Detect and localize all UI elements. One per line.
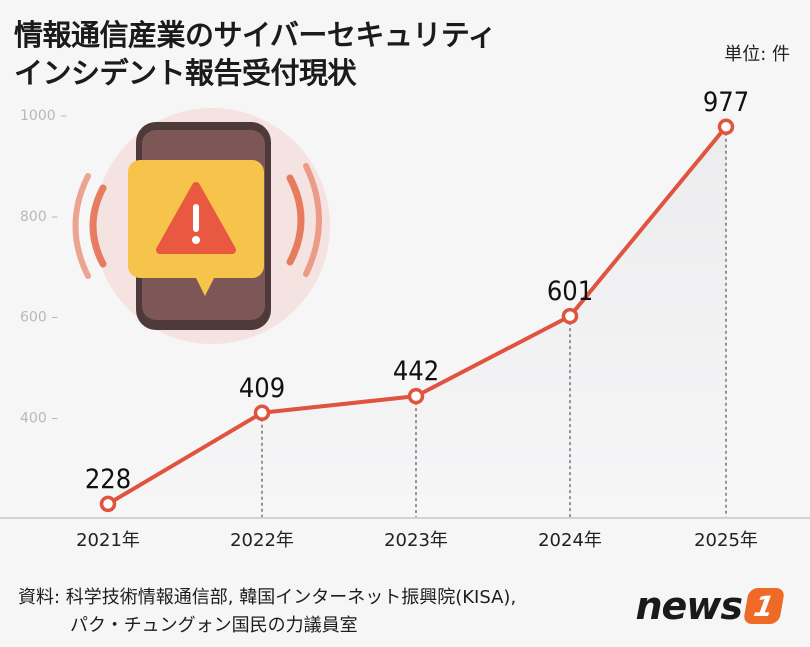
y-axis: 400 – 600 – 800 – 1000 – [20, 108, 67, 426]
y-tick-label: 1000 – [20, 108, 67, 124]
x-tick-label: 2024年 [538, 530, 602, 551]
chart-title: 情報通信産業のサイバーセキュリティ インシデント報告受付現状 [14, 16, 497, 92]
x-axis: 2021年 2022年 2023年 2024年 2025年 [0, 517, 810, 551]
logo-badge: 1 [742, 588, 786, 624]
source-line-1: 資料: 科学技術情報通信部, 韓国インターネット振興院(KISA), [18, 587, 517, 608]
title-line-1: 情報通信産業のサイバーセキュリティ [14, 18, 497, 52]
y-tick-label: 800 – [20, 209, 58, 225]
title-line-2: インシデント報告受付現状 [14, 56, 357, 90]
source-line-2: パク・チュングォン国民の力議員室 [70, 615, 358, 636]
logo-text: news [635, 584, 743, 628]
data-point [407, 387, 425, 405]
data-label: 409 [239, 373, 285, 404]
x-tick-label: 2022年 [230, 530, 294, 551]
data-label: 442 [393, 356, 439, 387]
data-point [99, 495, 117, 513]
line-chart: 400 – 600 – 800 – 1000 – 228 409 442 601 977 20… [0, 87, 810, 551]
unit-label: 単位: 件 [724, 44, 790, 65]
data-label: 601 [547, 276, 593, 307]
data-point [561, 307, 579, 325]
data-label: 228 [85, 464, 131, 495]
x-tick-label: 2021年 [76, 530, 140, 551]
x-tick-label: 2025年 [694, 530, 758, 551]
y-tick-label: 600 – [20, 310, 58, 326]
source-note: 資料: 科学技術情報通信部, 韓国インターネット振興院(KISA), パク・チュ… [18, 584, 516, 640]
news1-logo: news 1 [635, 584, 786, 628]
phone-warning-alert-icon [72, 108, 330, 344]
data-point [717, 118, 735, 136]
y-tick-label: 400 – [20, 410, 58, 426]
x-tick-label: 2023年 [384, 530, 448, 551]
data-point [253, 404, 271, 422]
plot-area: 228 409 442 601 977 [85, 87, 749, 518]
data-label: 977 [703, 87, 749, 118]
